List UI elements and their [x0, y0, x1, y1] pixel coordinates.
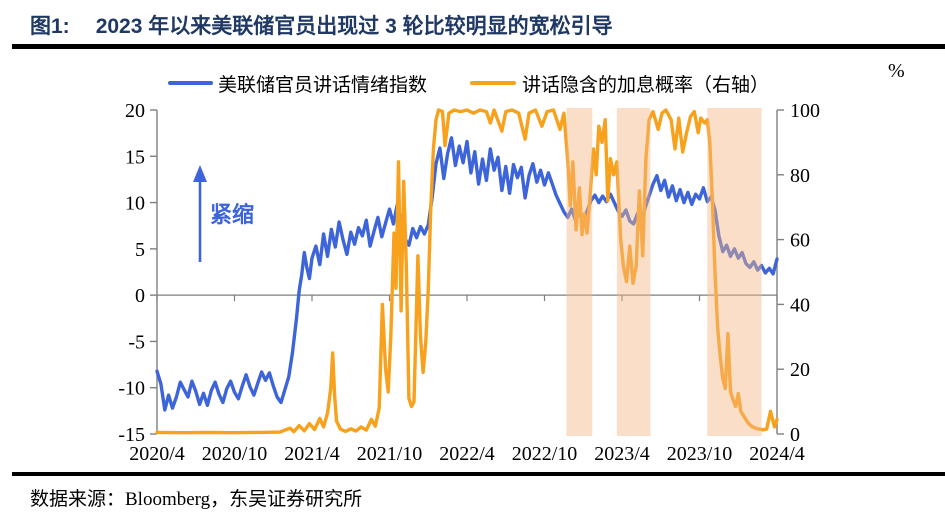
legend-label-hike-probability: 讲话隐含的加息概率（右轴） [522, 75, 770, 96]
x-axis-tick-label: 2023/4 [594, 443, 650, 465]
right-axis-tick-label: 60 [790, 230, 810, 252]
chart-legend: 美联储官员讲话情绪指数 讲话隐含的加息概率（右轴） [0, 70, 945, 96]
sentiment-index-line [155, 136, 779, 412]
x-axis-tick-label: 2020/4 [129, 443, 185, 465]
right-axis-unit-label: % [888, 60, 905, 82]
right-axis-tick-label: 0 [790, 424, 800, 446]
easing-round-highlight-band [616, 108, 651, 436]
footer-divider-rule [12, 472, 945, 476]
tightening-arrow-head [193, 165, 207, 182]
x-axis-tick-label: 2023/10 [667, 443, 733, 465]
left-axis-tick-label: -15 [118, 424, 145, 446]
figure-title: 2023 年以来美联储官员出现过 3 轮比较明显的宽松引导 [95, 15, 613, 38]
x-axis-tick-label: 2021/4 [284, 443, 340, 465]
legend-swatch-hike-probability-line [470, 81, 516, 85]
x-axis-tick-label: 2022/4 [439, 443, 495, 465]
right-axis-tick-label: 80 [790, 165, 810, 187]
left-axis-tick-label: 15 [125, 146, 145, 168]
legend-label-sentiment: 美联储官员讲话情绪指数 [218, 75, 428, 96]
x-axis-tick-label: 2024/4 [749, 443, 805, 465]
right-axis-tick-label: 20 [790, 359, 810, 381]
title-divider-rule [12, 44, 945, 49]
hike-probability-line [155, 108, 779, 435]
figure-label: 图1: [30, 15, 70, 38]
right-axis-tick-label: 40 [790, 294, 810, 316]
left-axis-tick-label: 10 [125, 193, 145, 215]
left-axis-tick-label: 20 [125, 100, 145, 122]
easing-round-highlight-band [566, 108, 593, 436]
left-axis-tick-label: 5 [135, 239, 145, 261]
legend-swatch-sentiment-line [168, 81, 213, 85]
easing-round-highlight-band [707, 108, 762, 436]
x-axis-tick-label: 2020/10 [202, 443, 268, 465]
x-axis-tick-label: 2022/10 [512, 443, 578, 465]
left-axis-tick-label: -5 [128, 331, 145, 353]
right-axis-tick-label: 100 [790, 100, 820, 122]
left-axis-tick-label: 0 [135, 285, 145, 307]
data-source-note: 数据来源：Bloomberg，东吴证券研究所 [30, 489, 363, 510]
figure-title-row: 图1: 2023 年以来美联储官员出现过 3 轮比较明显的宽松引导 [30, 10, 613, 40]
left-axis-tick-label: -10 [118, 378, 145, 400]
tightening-annotation-label: 紧缩 [210, 202, 254, 227]
x-axis-tick-label: 2021/10 [357, 443, 423, 465]
